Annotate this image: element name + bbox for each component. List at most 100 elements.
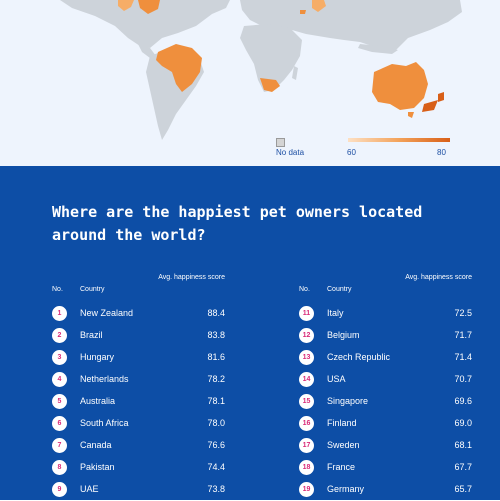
country-name: UAE bbox=[80, 484, 99, 494]
happiness-score: 74.4 bbox=[207, 462, 225, 472]
country-name: Brazil bbox=[80, 330, 103, 340]
happiness-score: 73.8 bbox=[207, 484, 225, 494]
header-no: No. bbox=[299, 286, 310, 293]
map-new-zealand-north bbox=[438, 92, 444, 102]
world-map-panel: No data 60 80 bbox=[0, 0, 500, 166]
country-name: Australia bbox=[80, 396, 116, 406]
map-canada-highlight bbox=[118, 0, 134, 11]
map-madagascar bbox=[292, 66, 298, 80]
header-country: Country bbox=[80, 286, 105, 293]
table-row: 8 Pakistan 74.4 bbox=[52, 457, 225, 479]
happiness-score: 71.7 bbox=[454, 330, 472, 340]
country-name: New Zealand bbox=[80, 308, 134, 318]
legend-no-data-swatch bbox=[276, 138, 285, 147]
ranking-table-right: No. Country Avg. happiness score 11 Italy… bbox=[299, 271, 472, 501]
map-eurasia bbox=[240, 0, 462, 50]
map-brazil bbox=[156, 44, 202, 92]
ranking-title: Where are the happiest pet owners locate… bbox=[52, 203, 423, 244]
happiness-score: 76.6 bbox=[207, 440, 225, 450]
header-no: No. bbox=[52, 286, 63, 293]
table-row: 14 USA 70.7 bbox=[299, 369, 472, 391]
table-row: 3 Hungary 81.6 bbox=[52, 347, 225, 369]
table-row: 2 Brazil 83.8 bbox=[52, 325, 225, 347]
header-country: Country bbox=[327, 286, 352, 293]
table-row: 18 France 67.7 bbox=[299, 457, 472, 479]
happiness-score: 69.6 bbox=[454, 396, 472, 406]
map-new-zealand-south bbox=[422, 100, 438, 112]
table-header: No. Country Avg. happiness score bbox=[52, 271, 225, 303]
country-name: Canada bbox=[80, 440, 112, 450]
ranking-table-left: No. Country Avg. happiness score 1 New Ze… bbox=[52, 271, 225, 501]
map-australia bbox=[372, 62, 428, 110]
table-header: No. Country Avg. happiness score bbox=[299, 271, 472, 303]
rank-badge: 4 bbox=[52, 372, 67, 387]
happiness-score: 78.0 bbox=[207, 418, 225, 428]
legend-scale-min: 60 bbox=[347, 148, 356, 157]
map-north-america bbox=[60, 0, 230, 48]
rank-badge: 13 bbox=[299, 350, 314, 365]
happiness-score: 68.1 bbox=[454, 440, 472, 450]
rank-badge: 9 bbox=[52, 482, 67, 497]
world-map bbox=[60, 0, 462, 140]
rank-badge: 18 bbox=[299, 460, 314, 475]
map-africa bbox=[240, 24, 302, 92]
happiness-score: 78.2 bbox=[207, 374, 225, 384]
map-south-africa bbox=[260, 78, 280, 92]
table-row: 16 Finland 69.0 bbox=[299, 413, 472, 435]
table-row: 12 Belgium 71.7 bbox=[299, 325, 472, 347]
happiness-score: 72.5 bbox=[454, 308, 472, 318]
rank-badge: 15 bbox=[299, 394, 314, 409]
country-name: Czech Republic bbox=[327, 352, 391, 362]
header-score: Avg. happiness score bbox=[405, 274, 472, 281]
rows-right: 11 Italy 72.5 12 Belgium 71.7 13 Czech Republic… bbox=[299, 303, 472, 501]
rank-badge: 6 bbox=[52, 416, 67, 431]
country-name: Italy bbox=[327, 308, 344, 318]
rank-badge: 1 bbox=[52, 306, 67, 321]
ranking-panel: Where are the happiest pet owners locate… bbox=[0, 166, 500, 500]
country-name: USA bbox=[327, 374, 346, 384]
happiness-score: 88.4 bbox=[207, 308, 225, 318]
happiness-score: 71.4 bbox=[454, 352, 472, 362]
map-indonesia bbox=[358, 44, 398, 54]
table-row: 11 Italy 72.5 bbox=[299, 303, 472, 325]
country-name: South Africa bbox=[80, 418, 129, 428]
happiness-score: 70.7 bbox=[454, 374, 472, 384]
table-row: 1 New Zealand 88.4 bbox=[52, 303, 225, 325]
table-row: 4 Netherlands 78.2 bbox=[52, 369, 225, 391]
map-pakistan bbox=[312, 0, 326, 12]
rank-badge: 11 bbox=[299, 306, 314, 321]
table-row: 15 Singapore 69.6 bbox=[299, 391, 472, 413]
legend-gradient-bar bbox=[348, 138, 450, 142]
country-name: Finland bbox=[327, 418, 357, 428]
map-uae bbox=[300, 10, 306, 14]
map-central-america bbox=[138, 44, 156, 58]
legend-scale-max: 80 bbox=[437, 148, 446, 157]
legend-no-data-label: No data bbox=[276, 148, 305, 157]
table-row: 9 UAE 73.8 bbox=[52, 479, 225, 501]
country-name: Singapore bbox=[327, 396, 369, 406]
map-tasmania bbox=[408, 112, 414, 118]
country-name: Hungary bbox=[80, 352, 115, 362]
rank-badge: 5 bbox=[52, 394, 67, 409]
rank-badge: 2 bbox=[52, 328, 67, 343]
country-name: Netherlands bbox=[80, 374, 129, 384]
table-row: 7 Canada 76.6 bbox=[52, 435, 225, 457]
rank-badge: 16 bbox=[299, 416, 314, 431]
rank-badge: 3 bbox=[52, 350, 67, 365]
country-name: Sweden bbox=[327, 440, 360, 450]
country-name: Belgium bbox=[327, 330, 360, 340]
country-name: France bbox=[327, 462, 356, 472]
rows-left: 1 New Zealand 88.4 2 Brazil 83.8 3 Hungary 81.6 4… bbox=[52, 303, 225, 501]
happiness-score: 69.0 bbox=[454, 418, 472, 428]
happiness-score: 65.7 bbox=[454, 484, 472, 494]
table-row: 5 Australia 78.1 bbox=[52, 391, 225, 413]
header-score: Avg. happiness score bbox=[158, 274, 225, 281]
rank-badge: 14 bbox=[299, 372, 314, 387]
rank-badge: 7 bbox=[52, 438, 67, 453]
happiness-score: 78.1 bbox=[207, 396, 225, 406]
country-name: Germany bbox=[327, 484, 365, 494]
map-usa-highlight bbox=[138, 0, 160, 14]
rank-badge: 17 bbox=[299, 438, 314, 453]
happiness-score: 67.7 bbox=[454, 462, 472, 472]
table-row: 19 Germany 65.7 bbox=[299, 479, 472, 501]
